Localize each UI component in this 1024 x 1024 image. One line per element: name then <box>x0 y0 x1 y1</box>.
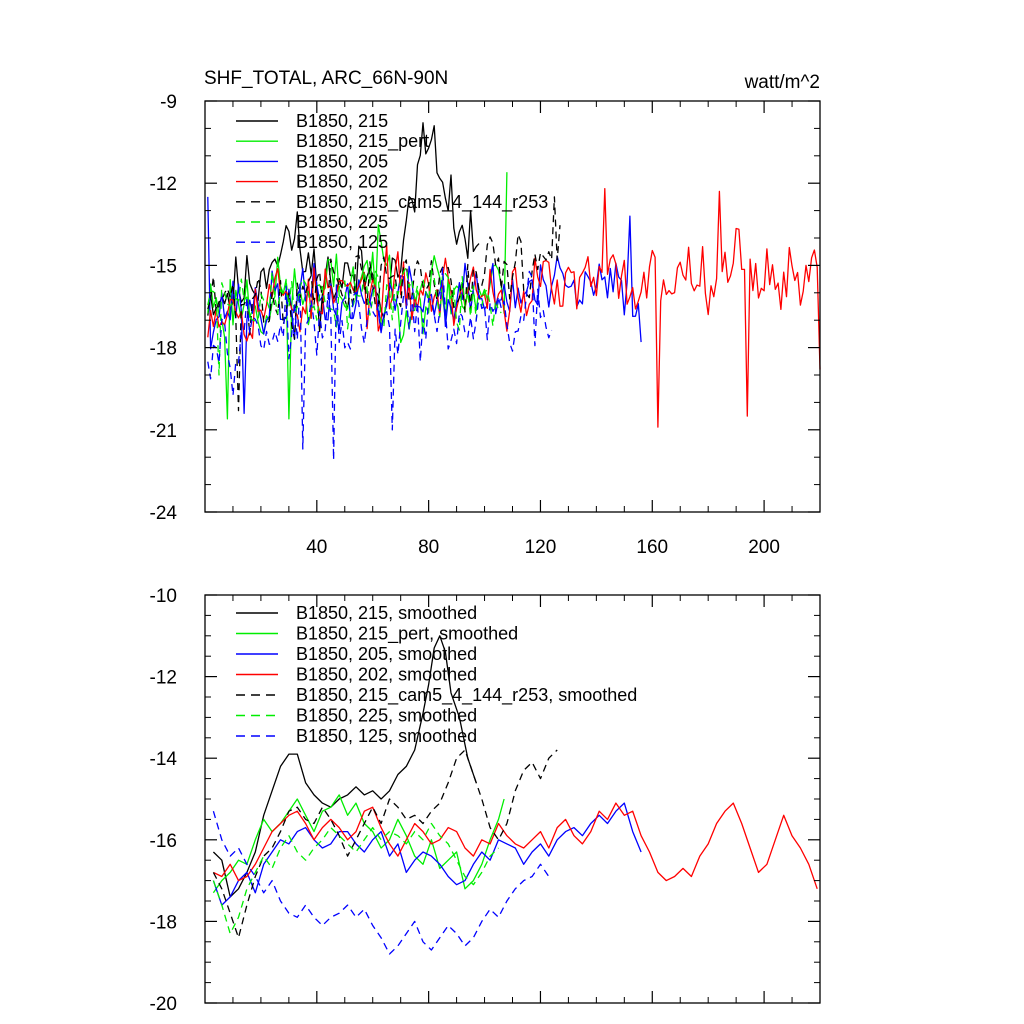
bottom-legend-label: B1850, 205, smoothed <box>296 644 477 664</box>
bottom-series-group <box>212 635 818 955</box>
top-series-b1850-125 <box>207 267 553 461</box>
top-axes: 40 80 120 160 200 -24 -21 -18 -15 -12 -9 <box>150 92 821 558</box>
top-series-b1850-202 <box>207 188 821 428</box>
top-panel-units: watt/m^2 <box>744 72 820 93</box>
bottom-legend-label: B1850, 125, smoothed <box>296 726 477 746</box>
top-series-b1850-205 <box>207 196 642 415</box>
top-panel: SHF_TOTAL, ARC_66N-90N watt/m^2 40 80 120 1… <box>150 68 821 558</box>
bottom-y-tick-label: -10 <box>150 586 177 607</box>
bottom-legend-label: B1850, 215, smoothed <box>296 603 477 623</box>
top-x-tick-label: 40 <box>306 537 327 558</box>
top-y-tick-label: -18 <box>150 339 177 360</box>
top-legend-label: B1850, 205 <box>296 151 388 171</box>
top-legend-label: B1850, 215 <box>296 111 388 131</box>
top-x-tick-label: 80 <box>418 537 439 558</box>
bottom-axes: -20 -18 -16 -14 -12 -10 <box>150 586 821 1015</box>
top-legend-label: B1850, 225 <box>296 212 388 232</box>
top-x-tick-label: 160 <box>636 537 668 558</box>
bottom-series-b1850-215-cam5-4-144-r253-smoothed <box>212 749 558 939</box>
bottom-panel: -20-18-16-14-12-10 B1850, 215, smoothedB… <box>150 586 821 1015</box>
bottom-series-b1850-215-pert-smoothed <box>212 794 505 894</box>
bottom-series-b1850-215-smoothed <box>212 635 477 898</box>
bottom-y-tick-label: -14 <box>150 749 178 770</box>
top-panel-title: SHF_TOTAL, ARC_66N-90N <box>204 68 448 89</box>
bottom-legend-label: B1850, 202, smoothed <box>296 665 477 685</box>
top-y-tick-label: -12 <box>150 174 177 195</box>
bottom-y-tick-label: -12 <box>150 668 177 689</box>
bottom-legend-label: B1850, 215_cam5_4_144_r253, smoothed <box>296 685 637 706</box>
top-x-tick-label: 200 <box>748 537 780 558</box>
bottom-legend-label: B1850, 225, smoothed <box>296 706 477 726</box>
bottom-y-tick-label: -16 <box>150 831 177 852</box>
bottom-legend-label: B1850, 215_pert, smoothed <box>296 624 518 645</box>
top-y-tick-label: -15 <box>150 256 177 277</box>
top-legend-label: B1850, 215_cam5_4_144_r253 <box>296 192 548 213</box>
top-series-b1850-215-cam5-4-144-r253 <box>207 196 561 412</box>
top-legend-label: B1850, 215_pert <box>296 131 429 152</box>
top-x-tick-label: 120 <box>525 537 557 558</box>
top-y-tick-label: -9 <box>160 92 177 113</box>
top-series-b1850-215 <box>207 122 480 333</box>
bottom-series-b1850-202-smoothed <box>213 802 818 890</box>
bottom-y-tick-label: -20 <box>150 994 177 1015</box>
top-y-tick-label: -24 <box>150 503 178 524</box>
top-series-group <box>207 122 821 461</box>
top-legend-label: B1850, 202 <box>296 172 388 192</box>
top-legend-label: B1850, 125 <box>296 232 388 252</box>
bottom-series-b1850-225-smoothed <box>212 822 499 935</box>
bottom-y-tick-label: -18 <box>150 912 177 933</box>
bottom-series-b1850-125-smoothed <box>212 811 550 955</box>
top-y-tick-label: -21 <box>150 421 177 442</box>
